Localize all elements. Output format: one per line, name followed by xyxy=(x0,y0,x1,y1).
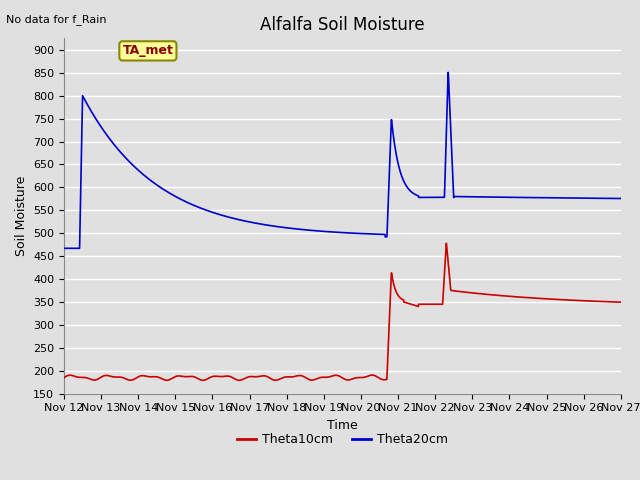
Title: Alfalfa Soil Moisture: Alfalfa Soil Moisture xyxy=(260,16,425,34)
Text: TA_met: TA_met xyxy=(122,44,173,58)
Legend: Theta10cm, Theta20cm: Theta10cm, Theta20cm xyxy=(232,428,452,451)
Text: No data for f_Rain: No data for f_Rain xyxy=(6,14,107,25)
X-axis label: Time: Time xyxy=(327,419,358,432)
Y-axis label: Soil Moisture: Soil Moisture xyxy=(15,176,28,256)
